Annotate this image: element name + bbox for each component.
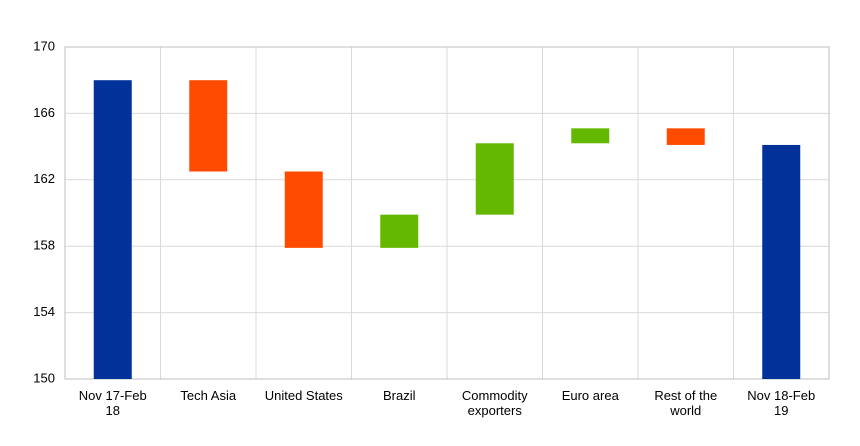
- y-tick-label: 158: [33, 238, 55, 253]
- y-tick-label: 170: [33, 38, 55, 53]
- y-tick-label: 162: [33, 171, 55, 186]
- y-tick-label: 166: [33, 105, 55, 120]
- x-tick-label: Brazil: [382, 388, 416, 403]
- x-tick-label: Commodity exporters: [461, 388, 528, 418]
- bar: [475, 143, 514, 215]
- bar: [571, 128, 610, 144]
- bar: [189, 80, 228, 172]
- y-tick-label: 150: [33, 370, 55, 385]
- x-tick-label: Tech Asia: [180, 388, 237, 403]
- x-tick-label: Rest of the world: [654, 388, 718, 418]
- x-tick-label: Nov 18-Feb 19: [747, 388, 816, 418]
- bar: [762, 144, 801, 379]
- bar: [380, 214, 419, 248]
- y-tick-label: 154: [33, 304, 55, 319]
- bar: [666, 128, 705, 145]
- plot-frame: [64, 46, 830, 380]
- x-tick-label: United States: [264, 388, 343, 403]
- bar: [93, 80, 132, 379]
- bar: [284, 171, 323, 248]
- x-tick-label: Euro area: [561, 388, 619, 403]
- x-tick-label: Nov 17-Feb 18: [78, 388, 147, 418]
